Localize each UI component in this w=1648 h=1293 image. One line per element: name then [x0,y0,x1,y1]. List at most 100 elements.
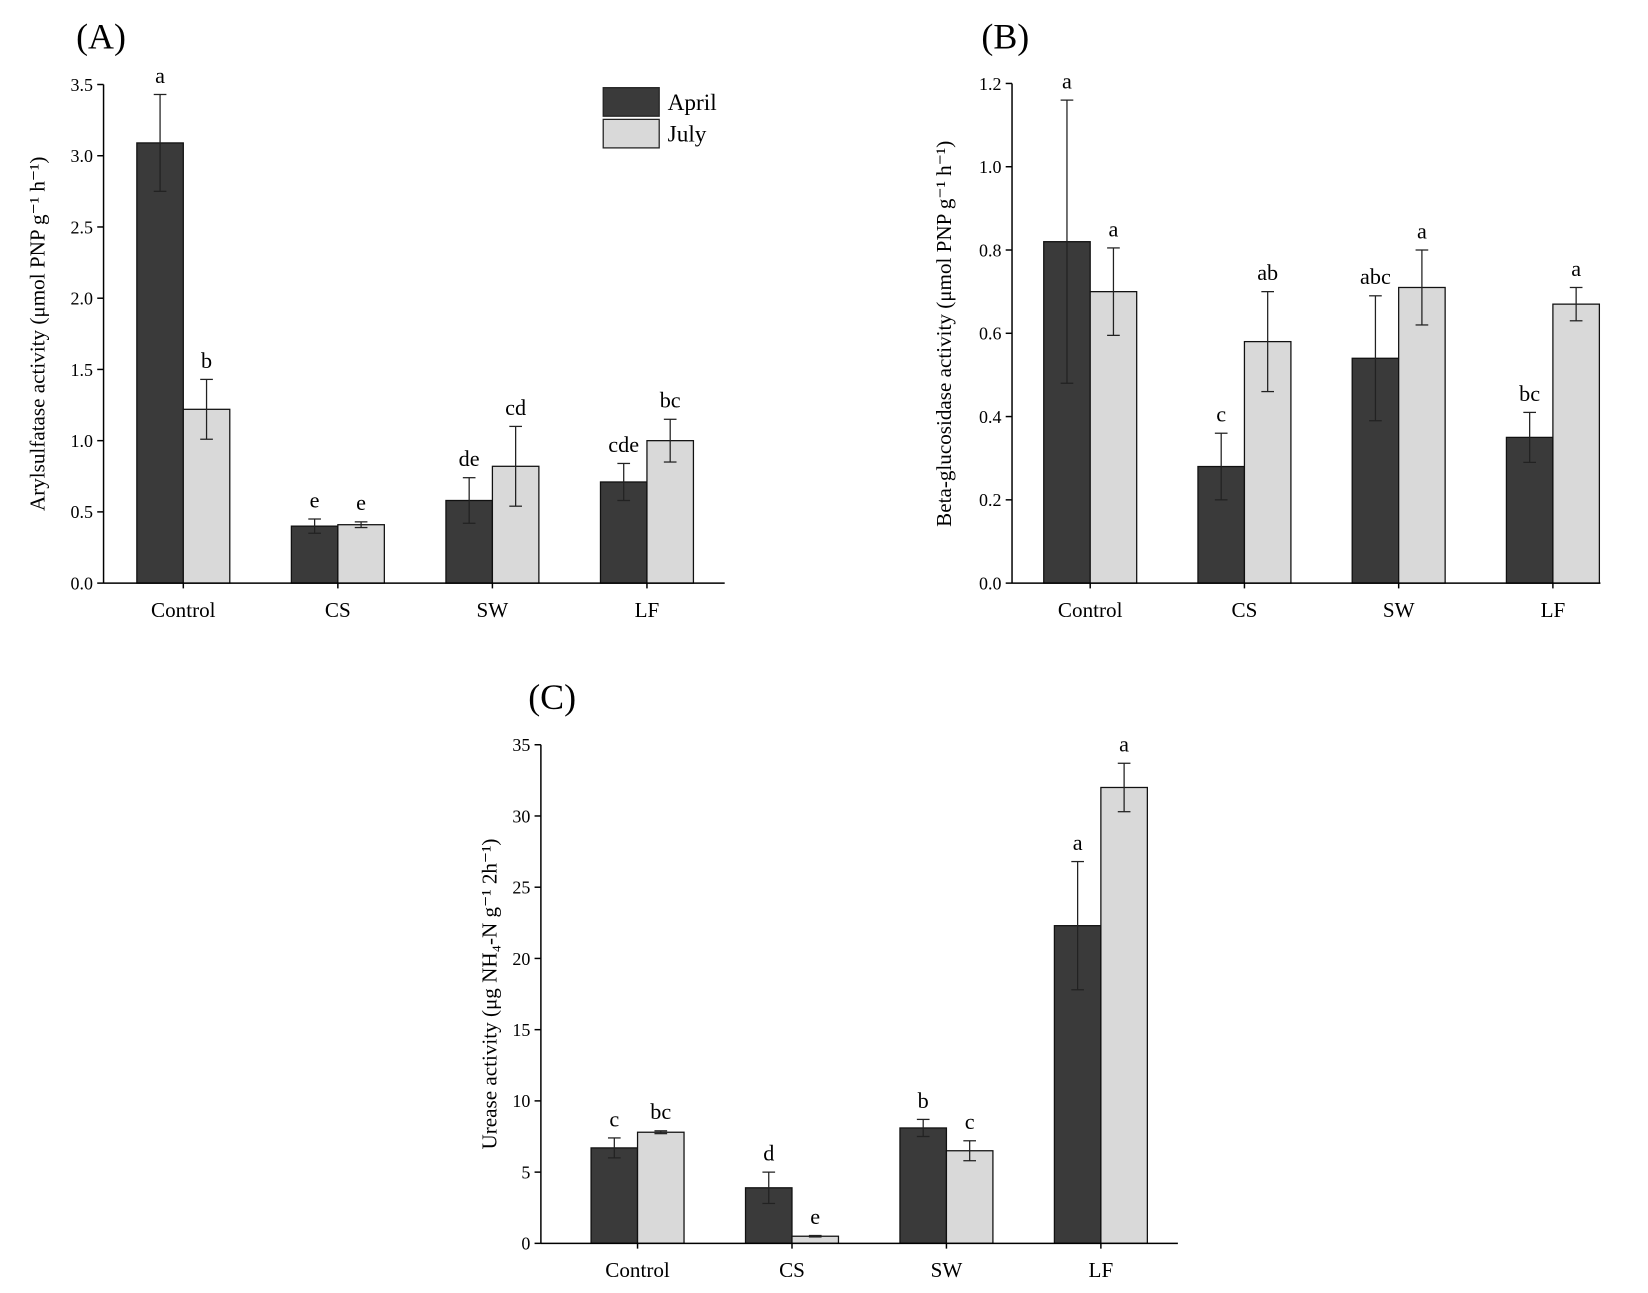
bar-april-sw [899,1127,948,1244]
significance-letter-july-sw: cd [505,395,526,420]
bar-july-sw [1398,286,1446,584]
y-tick-label: 1.2 [979,74,1001,94]
legend-swatch-april [602,87,660,117]
error-bar-april-control [607,1137,621,1159]
error-bar-april-control [153,93,167,192]
significance-letter-april-sw: de [459,446,480,471]
significance-letter-april-control: a [155,63,165,88]
y-tick-label: 1.0 [979,157,1001,177]
error-bar-april-control [1060,99,1074,384]
bar-july-lf [1100,786,1148,1244]
bar-july-control [636,1131,685,1244]
significance-letter-july-lf: a [1571,256,1581,281]
y-tick-label: 35 [512,735,530,755]
legend-label-april: April [668,90,717,116]
panel-label: (B) [981,17,1029,57]
y-tick-label: 30 [512,806,530,826]
legend-swatch-july [602,118,660,149]
error-bar-july-cs [354,521,368,529]
bar-july-lf [1552,303,1601,584]
error-bar-april-lf [1071,860,1084,991]
bar-april-control [590,1147,639,1244]
category-label-lf: LF [1541,598,1566,622]
panel-c: (C) 0 5 10 15 20 25 30 35 Urease activity (μg NH₄… [478,677,1178,1282]
significance-letter-april-cs: e [310,487,320,512]
significance-letter-july-cs: e [810,1204,820,1229]
error-bar-april-lf [617,462,631,502]
error-bar-july-lf [663,418,677,463]
error-bar-july-control [654,1130,668,1135]
category-label-cs: CS [325,598,351,622]
bar-april-control [136,142,184,584]
y-tick-label: 0.0 [979,573,1001,593]
y-tick-label: 10 [512,1091,530,1111]
significance-letter-july-control: bc [650,1099,671,1124]
error-bar-july-lf [1569,286,1583,322]
bar-july-lf [646,440,695,584]
error-bar-april-cs [1214,432,1228,501]
y-tick-label: 0.0 [71,573,93,593]
y-tick-label: 3.5 [71,75,93,95]
y-axis-label: Beta-glucosidase activity (μmol PNP g⁻¹ … [932,141,956,527]
error-bar-april-lf [1523,411,1536,463]
significance-letter-july-lf: a [1119,732,1129,757]
y-tick-label: 0.6 [979,324,1001,344]
category-label-control: Control [605,1258,670,1282]
category-label-cs: CS [1232,598,1258,622]
category-label-sw: SW [1383,598,1415,622]
y-tick-label: 0.8 [979,240,1001,260]
y-tick-label: 3.0 [71,146,93,166]
legend-label-july: July [668,122,707,148]
significance-letter-april-cs: d [763,1141,774,1166]
error-bar-april-sw [462,477,476,524]
significance-letter-april-sw: b [918,1088,929,1113]
significance-letter-april-lf: bc [1519,381,1540,406]
y-tick-label: 1.5 [71,360,93,380]
y-tick-label: 0 [521,1234,530,1254]
category-label-sw: SW [477,598,509,622]
error-bar-april-sw [916,1118,930,1138]
panel-label: (C) [528,677,576,717]
y-axis-label: Urease activity (μg NH₄-N g⁻¹ 2h⁻¹) [478,839,502,1150]
error-bar-july-control [200,378,213,440]
y-tick-label: 0.5 [71,502,93,522]
y-tick-label: 25 [512,878,530,898]
y-tick-label: 0.4 [979,407,1001,427]
category-label-control: Control [151,598,216,622]
significance-letter-july-cs: ab [1257,260,1278,285]
significance-letter-april-lf: cde [608,432,639,457]
legend: April July [602,87,717,149]
significance-letter-april-cs: c [1216,402,1226,427]
y-tick-label: 2.5 [71,217,93,237]
category-label-cs: CS [779,1258,805,1282]
error-bar-july-sw [509,425,522,507]
category-label-lf: LF [1089,1258,1114,1282]
error-bar-july-control [1107,247,1120,337]
significance-letter-july-control: b [201,348,212,373]
panel-b: (B) 0.0 0.2 0.4 0.6 0.8 1.0 1.2 Beta-glucosidase… [932,17,1601,622]
y-tick-label: 20 [512,949,530,969]
error-bar-april-cs [762,1171,776,1205]
bar-july-cs [337,524,385,584]
panel-a: (A) 0.0 0.5 1.0 1.5 2.0 2.5 3.0 3.5 Arylsulfatase… [25,17,725,622]
significance-letter-july-cs: e [356,490,366,515]
y-tick-label: 1.0 [71,431,93,451]
bar-july-sw [945,1150,994,1244]
bar-april-cs [290,525,339,584]
significance-letter-april-sw: abc [1360,264,1391,289]
category-label-sw: SW [931,1258,963,1282]
significance-letter-july-lf: bc [660,388,681,413]
category-label-lf: LF [635,598,660,622]
y-tick-label: 15 [512,1020,530,1040]
significance-letter-april-lf: a [1073,830,1083,855]
error-bar-july-cs [808,1234,822,1238]
panel-label: (A) [76,17,126,57]
significance-letter-july-control: a [1109,216,1119,241]
error-bar-july-lf [1117,762,1131,813]
error-bar-july-sw [1415,249,1429,326]
significance-letter-april-control: a [1062,68,1072,93]
error-bar-april-cs [308,518,321,534]
error-bar-july-cs [1261,291,1275,393]
